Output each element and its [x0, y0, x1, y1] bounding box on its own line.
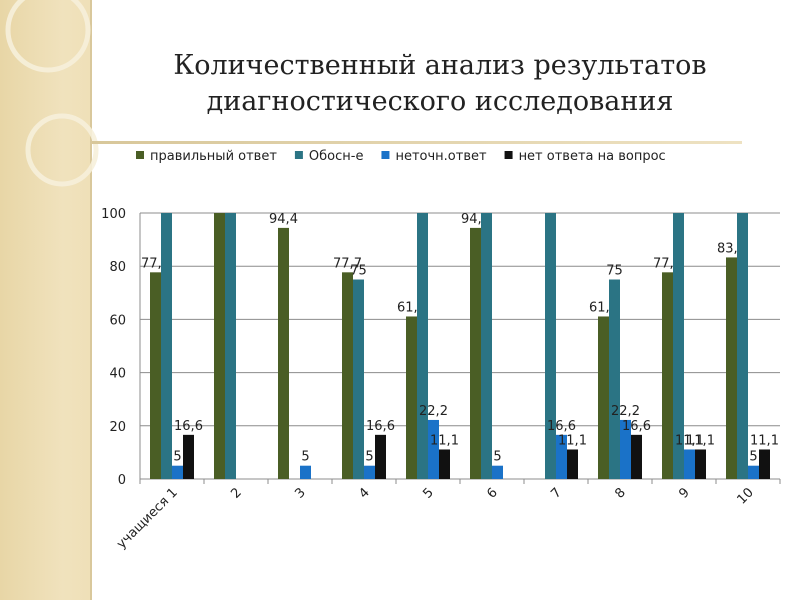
legend-entry: Обосн-е [309, 149, 364, 164]
x-tick-label: 6 [484, 485, 500, 501]
bar [214, 213, 225, 479]
data-label: 5 [493, 450, 501, 465]
bar [662, 272, 673, 479]
data-label: 5 [173, 450, 181, 465]
decorative-side-panel [0, 0, 90, 600]
bar [364, 465, 375, 479]
data-label: 94,4 [269, 212, 298, 227]
title-divider [92, 141, 742, 144]
data-label: 16,6 [547, 419, 576, 434]
x-tick-label: 5 [420, 485, 436, 501]
page-title-line-1: Количественный анализ результатов [173, 50, 707, 81]
y-tick-label: 80 [109, 260, 126, 275]
page-title-line-2: диагностического исследования [206, 86, 674, 117]
bar [481, 213, 492, 479]
bar [417, 213, 428, 479]
bar [439, 449, 450, 479]
bar [545, 213, 556, 479]
legend-swatch [504, 151, 513, 159]
bar [748, 465, 759, 479]
data-label: 16,6 [366, 419, 395, 434]
bar [556, 434, 567, 479]
bar [695, 449, 706, 479]
x-tick-label: 8 [612, 485, 628, 501]
bar [428, 419, 439, 479]
bar [406, 316, 417, 479]
data-label: 11,1 [675, 433, 704, 448]
bar [161, 213, 172, 479]
x-tick-label: 3 [292, 485, 308, 501]
page-title: Количественный анализ результатов диагно… [110, 48, 770, 120]
bar [620, 419, 631, 479]
y-tick-label: 0 [118, 473, 126, 488]
bar [172, 465, 183, 479]
y-tick-label: 40 [109, 367, 126, 382]
x-tick-label: 2 [228, 485, 244, 501]
legend-entry: нет ответа на вопрос [519, 149, 666, 164]
bar [278, 227, 289, 479]
y-tick-label: 100 [101, 207, 126, 222]
bar [598, 316, 609, 479]
bar [470, 227, 481, 479]
x-tick-label: 4 [356, 485, 372, 501]
bar [150, 272, 161, 479]
bar [183, 434, 194, 479]
bar [631, 434, 642, 479]
bar [225, 213, 236, 479]
bar [759, 449, 770, 479]
data-label: 77,7 [333, 256, 362, 271]
bar [737, 213, 748, 479]
bar [684, 449, 695, 479]
bar [353, 279, 364, 479]
legend-swatch [136, 151, 144, 159]
y-tick-label: 20 [109, 420, 126, 435]
data-label: 22,2 [611, 404, 640, 419]
data-label: 75 [350, 264, 367, 279]
data-label: 5 [301, 450, 309, 465]
data-label: 5 [365, 450, 373, 465]
bar [342, 272, 353, 479]
x-tick-label: 7 [548, 485, 564, 501]
bar [567, 449, 578, 479]
bar [375, 434, 386, 479]
decorative-rings [5, 0, 99, 187]
side-panel-edge [90, 0, 92, 600]
data-label: 11,1 [686, 433, 715, 448]
data-label: 16,6 [174, 419, 203, 434]
data-label: 11,1 [558, 433, 587, 448]
data-label: 22,2 [419, 404, 448, 419]
legend-swatch [381, 151, 390, 159]
data-label: 75 [606, 264, 623, 279]
data-label: 16,6 [622, 419, 651, 434]
bar [492, 465, 503, 479]
bar [300, 465, 311, 479]
data-label: 11,1 [750, 433, 779, 448]
legend-entry: правильный ответ [150, 149, 277, 164]
bar [609, 279, 620, 479]
y-tick-label: 60 [109, 313, 126, 328]
legend-swatch [294, 151, 303, 159]
bar [673, 213, 684, 479]
legend-entry: неточн.ответ [395, 149, 487, 164]
data-label: 11,1 [430, 433, 459, 448]
x-tick-label: 9 [676, 485, 692, 501]
x-tick-label: 10 [735, 485, 757, 507]
x-tick-label: учащиеся 1 [114, 485, 181, 552]
bar [726, 257, 737, 479]
data-label: 5 [749, 450, 757, 465]
